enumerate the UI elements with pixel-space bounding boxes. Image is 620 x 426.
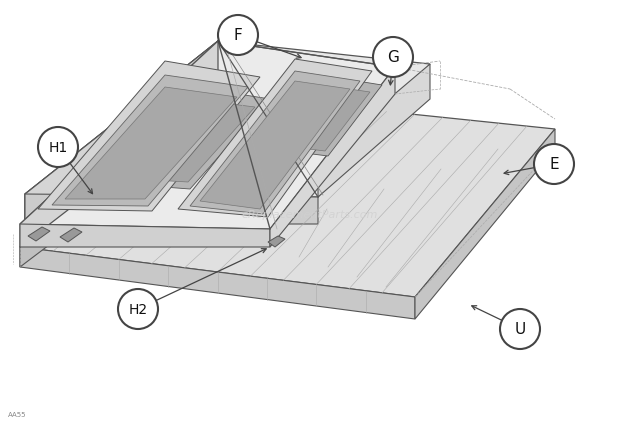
Polygon shape [244,82,370,152]
Circle shape [534,145,574,184]
Text: AA55: AA55 [8,411,27,417]
Polygon shape [65,88,237,199]
Polygon shape [25,42,218,230]
Polygon shape [270,68,395,248]
Text: H1: H1 [48,141,68,155]
Polygon shape [190,72,360,215]
Polygon shape [318,65,430,198]
Polygon shape [60,228,82,242]
Polygon shape [38,62,260,211]
Polygon shape [20,95,555,297]
Polygon shape [200,82,350,210]
Polygon shape [20,42,395,230]
Circle shape [500,309,540,349]
Polygon shape [25,42,218,225]
Circle shape [218,16,258,56]
Text: eReplacementParts.com: eReplacementParts.com [242,210,378,219]
Polygon shape [20,42,218,248]
Polygon shape [268,236,285,248]
Polygon shape [20,225,270,248]
Polygon shape [52,76,248,207]
Polygon shape [20,95,218,268]
Polygon shape [25,195,318,225]
Polygon shape [20,248,415,319]
Polygon shape [85,85,270,190]
Polygon shape [100,98,255,183]
Text: G: G [387,50,399,65]
Circle shape [373,38,413,78]
Text: E: E [549,157,559,172]
Polygon shape [415,130,555,319]
Text: U: U [515,322,526,337]
Circle shape [118,289,158,329]
Text: H2: H2 [128,302,148,316]
Polygon shape [25,42,430,198]
Polygon shape [65,68,290,195]
Circle shape [38,128,78,167]
Polygon shape [220,60,395,161]
Polygon shape [178,60,372,218]
Polygon shape [28,227,50,242]
Polygon shape [234,72,382,157]
Text: F: F [234,29,242,43]
